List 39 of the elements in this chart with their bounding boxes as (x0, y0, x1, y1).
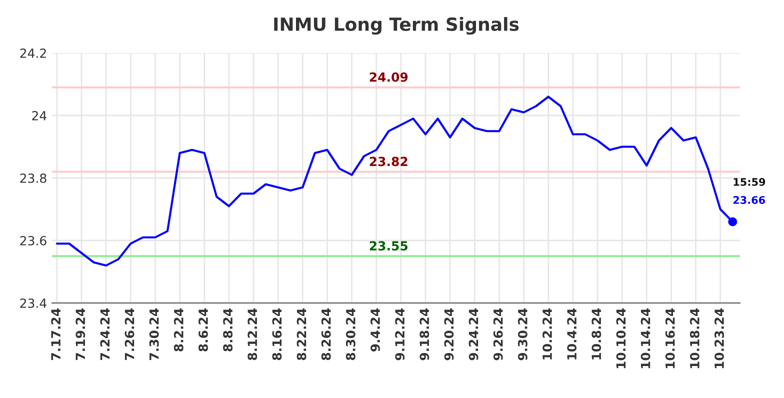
ref-line-label: 24.09 (370, 72, 408, 82)
x-tick-label: 7.17.24 (51, 308, 60, 360)
ref-line-label: 23.55 (370, 241, 408, 251)
y-tick-label: 23.4 (20, 298, 46, 308)
x-tick-label: 9.26.24 (493, 308, 503, 360)
x-tick-label: 8.30.24 (346, 308, 356, 360)
x-tick-label: 8.12.24 (248, 308, 258, 360)
x-tick-label: 7.24.24 (100, 308, 110, 360)
x-tick-label: 9.18.24 (420, 308, 430, 360)
x-tick-label: 9.12.24 (395, 308, 405, 360)
x-tick-label: 9.20.24 (444, 308, 454, 360)
x-tick-label: 10.16.24 (665, 308, 675, 368)
x-tick-label: 10.8.24 (592, 308, 602, 360)
annotation: 23.66 (733, 196, 766, 204)
chart-title: INMU Long Term Signals (274, 17, 519, 35)
x-tick-label: 8.22.24 (296, 308, 306, 360)
x-tick-label: 8.2.24 (174, 308, 184, 352)
y-tick-label: 24.2 (20, 48, 46, 58)
x-tick-label: 10.4.24 (567, 308, 577, 360)
y-tick-label: 23.8 (20, 173, 46, 183)
y-tick-label: 23.6 (20, 236, 46, 246)
x-tick-label: 8.8.24 (223, 308, 233, 352)
x-tick-label: 7.30.24 (149, 308, 159, 360)
annotation: 15:59 (734, 178, 766, 186)
x-tick-label: 10.2.24 (542, 308, 552, 360)
x-tick-label: 10.18.24 (690, 308, 700, 368)
x-tick-label: 8.26.24 (321, 308, 331, 360)
x-tick-label: 8.6.24 (198, 308, 208, 352)
y-tick-label: 24 (32, 110, 46, 120)
x-tick-label: 8.16.24 (272, 308, 282, 360)
ref-line-label: 23.82 (370, 156, 408, 166)
x-tick-label: 10.10.24 (616, 308, 626, 368)
x-tick-label: 9.24.24 (468, 308, 478, 360)
x-tick-label: 10.23.24 (714, 308, 724, 368)
x-tick-label: 10.14.24 (640, 308, 650, 368)
x-tick-label: 7.19.24 (76, 308, 86, 360)
x-tick-label: 9.4.24 (370, 308, 380, 352)
x-tick-label: 7.26.24 (124, 308, 134, 360)
x-tick-label: 9.30.24 (518, 308, 528, 360)
